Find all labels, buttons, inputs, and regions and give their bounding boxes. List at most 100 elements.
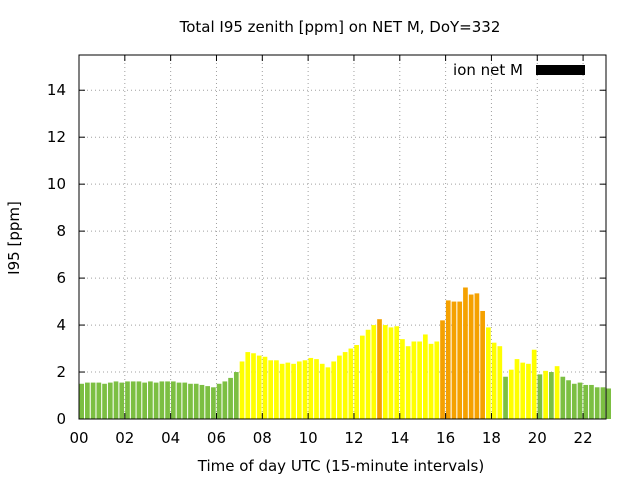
bar <box>354 345 359 419</box>
bar <box>480 310 485 419</box>
bar <box>228 377 233 419</box>
bar <box>405 346 411 419</box>
bar <box>153 382 159 419</box>
bar <box>371 325 377 419</box>
x-tick-label: 02 <box>115 429 134 447</box>
bar <box>394 326 400 419</box>
bar <box>503 376 508 419</box>
bar <box>251 353 256 419</box>
x-tick-label: 20 <box>528 429 547 447</box>
y-tick-label: 10 <box>47 175 66 193</box>
x-tick-label: 00 <box>69 429 88 447</box>
bar <box>314 359 319 419</box>
y-tick-label: 4 <box>56 316 66 334</box>
bar <box>216 383 222 419</box>
bar <box>560 376 566 419</box>
bar <box>331 361 337 419</box>
bar <box>325 367 331 419</box>
bar <box>239 361 245 419</box>
bar <box>440 320 445 419</box>
bar <box>85 382 90 419</box>
bar <box>531 349 537 419</box>
x-tick-label: 22 <box>574 429 593 447</box>
bar <box>291 363 296 419</box>
bar <box>176 382 182 419</box>
bar <box>600 387 606 419</box>
y-tick-label: 6 <box>56 269 66 287</box>
bar <box>199 384 205 419</box>
bar <box>79 383 84 419</box>
bar <box>285 362 291 419</box>
bar <box>422 334 428 419</box>
x-tick-label: 14 <box>390 429 409 447</box>
bar <box>337 355 342 419</box>
axes <box>78 54 607 420</box>
bar <box>170 381 176 419</box>
bar <box>279 363 285 419</box>
bar <box>96 382 102 419</box>
bar <box>182 382 188 419</box>
bar <box>125 381 130 419</box>
y-axis-label: I95 [ppm] <box>5 201 23 275</box>
bar <box>543 370 548 419</box>
bar <box>549 372 554 419</box>
bar <box>577 382 583 419</box>
bar <box>377 319 382 419</box>
bar <box>474 293 480 419</box>
bar <box>594 387 600 419</box>
bar <box>342 352 348 419</box>
y-tick-label: 8 <box>56 222 66 240</box>
bar <box>193 383 199 419</box>
bar <box>583 384 589 419</box>
grid <box>79 55 606 419</box>
legend: ion net M <box>453 61 585 79</box>
bar <box>319 363 325 419</box>
x-tick-label: 06 <box>207 429 226 447</box>
bar <box>526 363 531 419</box>
bar <box>262 356 268 419</box>
bar <box>148 381 153 419</box>
bar <box>382 325 388 419</box>
bar <box>457 301 463 419</box>
bar <box>119 382 125 419</box>
bar <box>274 360 279 419</box>
bar <box>514 359 520 419</box>
bar <box>445 300 451 419</box>
bar <box>302 360 308 419</box>
bar <box>107 382 113 419</box>
bar <box>308 357 314 419</box>
bar <box>233 372 239 419</box>
y-tick-label: 0 <box>56 410 66 428</box>
x-tick-label: 04 <box>161 429 180 447</box>
x-tick-label: 18 <box>482 429 501 447</box>
bar <box>256 355 262 419</box>
bar <box>130 381 136 419</box>
plot-frame <box>78 54 607 420</box>
bar <box>606 388 611 419</box>
bar <box>554 366 560 419</box>
bar <box>566 380 571 419</box>
bar <box>359 335 365 419</box>
bar <box>537 374 543 419</box>
x-tick-label: 12 <box>344 429 363 447</box>
bar <box>211 387 216 419</box>
bar <box>468 294 474 419</box>
y-tick-label: 14 <box>47 81 66 99</box>
bar <box>296 361 302 419</box>
chart-title: Total I95 zenith [ppm] on NET M, DoY=332 <box>179 18 501 36</box>
bar <box>205 386 211 419</box>
bar <box>520 362 526 419</box>
bar <box>463 287 468 419</box>
bar <box>451 301 457 419</box>
bar <box>434 341 440 419</box>
legend-label: ion net M <box>453 61 523 79</box>
bars <box>79 287 611 419</box>
x-tick-label: 10 <box>299 429 318 447</box>
bar <box>102 383 107 419</box>
bar <box>90 382 96 419</box>
bar <box>136 381 142 419</box>
bar <box>268 360 274 419</box>
bar <box>417 341 422 419</box>
